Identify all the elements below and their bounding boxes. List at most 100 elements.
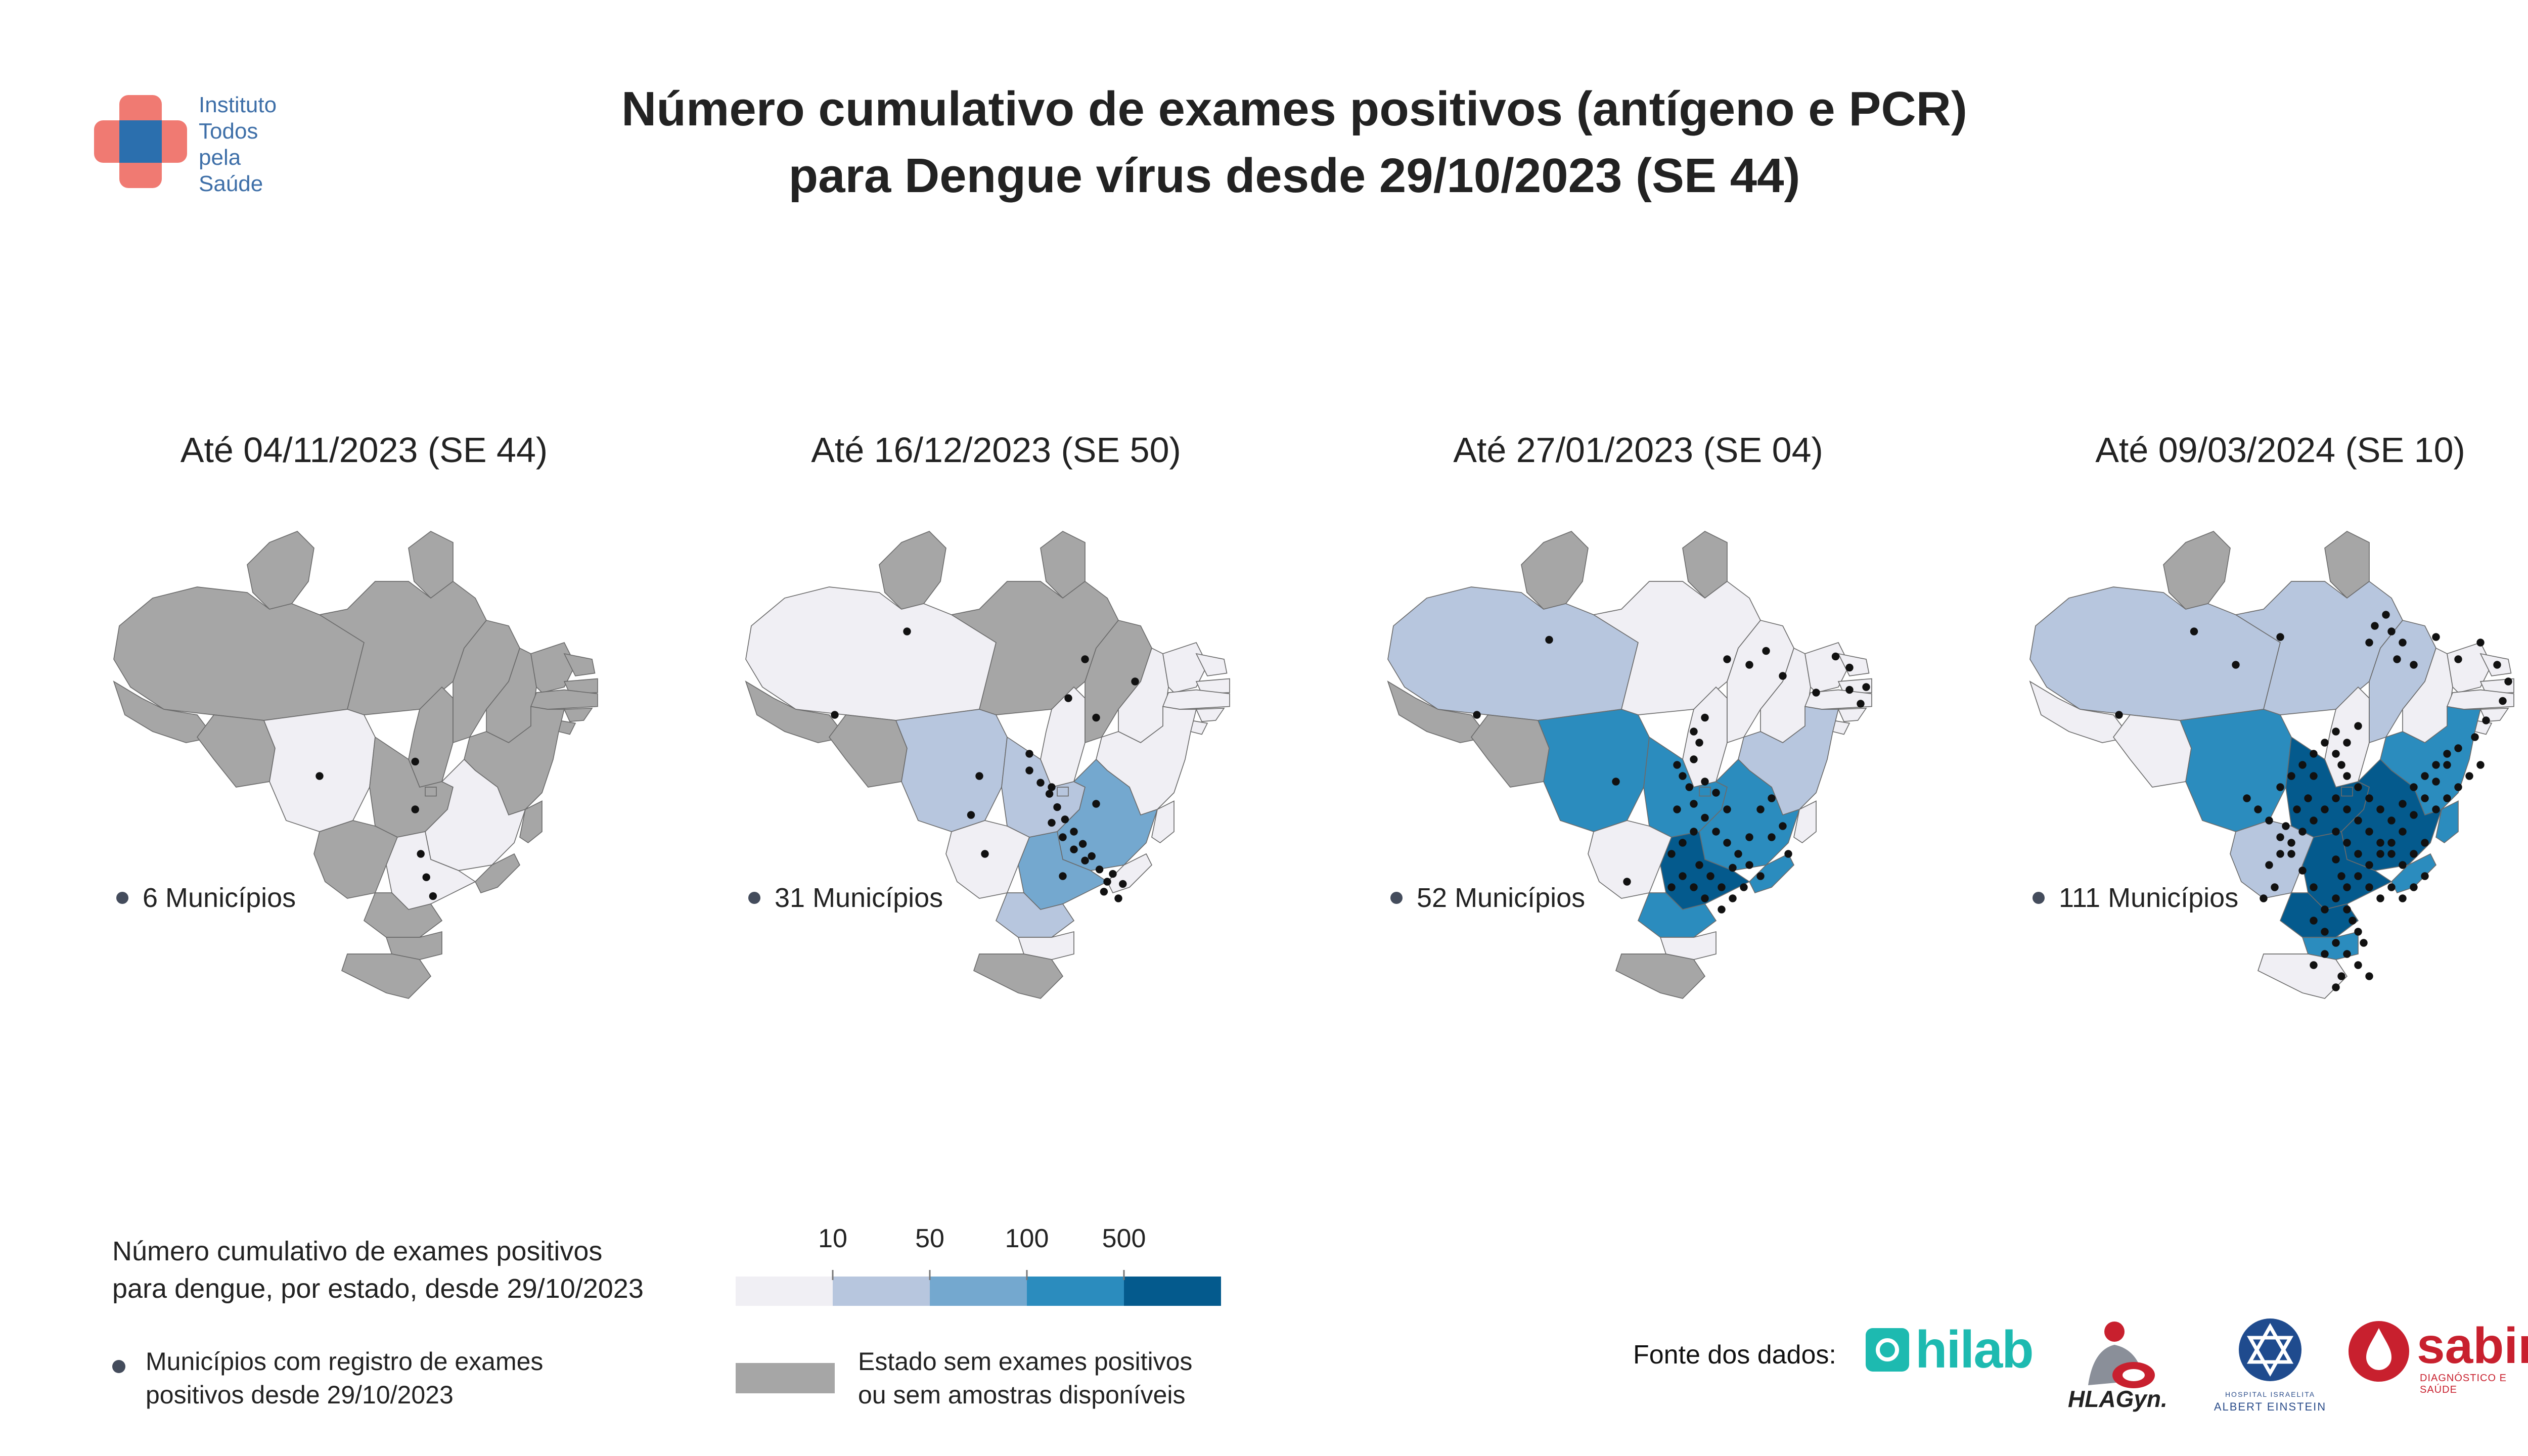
- panel-title: Até 09/03/2024 (SE 10): [2095, 430, 2465, 470]
- state-rs: [1615, 953, 1706, 999]
- municipality-dot: [2454, 783, 2462, 791]
- hilab-mark-icon: [1866, 1328, 1909, 1372]
- municipality-dot: [429, 892, 437, 900]
- municipality-dot: [975, 772, 983, 780]
- drop-icon: [2349, 1321, 2409, 1382]
- municipality-dot: [2332, 750, 2340, 758]
- municipality-dot: [1473, 711, 1481, 719]
- state-ms: [945, 820, 1030, 899]
- municipality-dot: [2343, 772, 2351, 780]
- municipality-dot: [2276, 633, 2284, 641]
- municipality-dot: [2304, 794, 2312, 802]
- municipality-dot: [2376, 805, 2384, 813]
- municipality-dot: [2293, 805, 2301, 813]
- municipality-dot: [2421, 872, 2429, 880]
- brazil-map: [2029, 531, 2514, 999]
- municipality-dot: [1667, 850, 1676, 858]
- municipality-dot: [2298, 761, 2307, 769]
- municipality-dot: [1088, 852, 1096, 860]
- color-scale-legend: 10 50 100 500: [736, 1223, 1221, 1306]
- municipality-dot: [1779, 822, 1787, 830]
- municipality-dot: [2321, 805, 2329, 813]
- municipality-dot: [2465, 772, 2473, 780]
- municipality-dot: [2332, 983, 2340, 991]
- municipality-dot: [1070, 828, 1078, 836]
- municipality-dot: [2443, 761, 2451, 769]
- municipality-dot: [2337, 761, 2345, 769]
- state-pb: [563, 678, 598, 695]
- municipality-dot: [2321, 905, 2329, 914]
- scale-swatch: [930, 1277, 1027, 1306]
- municipality-dot: [1701, 813, 1709, 822]
- dot-icon: [112, 1360, 125, 1373]
- municipality-dot: [2387, 816, 2396, 825]
- municipality-dot: [1103, 878, 1111, 886]
- state-mt: [1537, 709, 1650, 832]
- state-am: [1387, 586, 1639, 721]
- municipality-dot: [2365, 861, 2373, 869]
- state-rj: [1748, 853, 1795, 894]
- municipality-dot: [2360, 939, 2368, 947]
- municipality-dot: [1690, 727, 1698, 736]
- scale-tick-label: 10: [818, 1224, 847, 1253]
- municipality-count: 6 Municípios: [116, 882, 296, 914]
- state-rr: [247, 531, 314, 610]
- municipality-dot: [2298, 867, 2307, 875]
- municipality-dot: [2365, 828, 2373, 836]
- municipality-dot: [2493, 661, 2501, 669]
- legend-no-data: Estado sem exames positivos ou sem amost…: [736, 1345, 1313, 1412]
- sabin-name: sabin: [2417, 1317, 2528, 1374]
- municipality-dot: [2343, 839, 2351, 847]
- municipality-dot: [2499, 697, 2507, 705]
- state-ms: [1588, 820, 1673, 899]
- scale-tick-label: 50: [915, 1224, 944, 1253]
- municipality-dot: [2254, 805, 2262, 813]
- municipality-dot: [1109, 870, 1117, 878]
- title-line-1: Número cumulativo de exames positivos (a…: [621, 82, 1967, 136]
- municipality-dot: [1673, 805, 1681, 813]
- state-pe: [530, 689, 598, 710]
- municipality-dot: [1092, 713, 1100, 722]
- municipality-dot: [2310, 816, 2318, 825]
- state-pr: [1637, 892, 1717, 938]
- municipality-dot: [1114, 894, 1122, 902]
- scale-tick-label: 500: [1102, 1224, 1146, 1253]
- hlagyn-name: HLAGyn.: [2068, 1386, 2168, 1412]
- municipality-dot: [2365, 639, 2373, 647]
- municipality-dot: [2504, 677, 2512, 686]
- scale-swatch: [833, 1277, 930, 1306]
- municipality-dot: [2282, 822, 2290, 830]
- municipality-dot: [2343, 950, 2351, 958]
- municipality-dot: [2321, 739, 2329, 747]
- municipality-dot: [2298, 828, 2307, 836]
- state-rr: [879, 531, 946, 610]
- municipality-dot: [2399, 894, 2407, 902]
- municipality-dot: [2115, 711, 2123, 719]
- brazil-map: [745, 531, 1230, 999]
- municipality-dot: [1092, 800, 1100, 808]
- municipality-dot: [2343, 883, 2351, 891]
- municipality-dot: [2332, 894, 2340, 902]
- hilab-logo: hilab: [1866, 1324, 2034, 1376]
- municipality-dot: [1857, 700, 1865, 708]
- municipality-dot: [2190, 627, 2198, 635]
- dot-icon: [1390, 892, 1403, 904]
- municipality-dot: [2421, 839, 2429, 847]
- logo-line: Instituto: [199, 93, 277, 117]
- municipality-dot: [2265, 816, 2273, 825]
- state-pe: [1162, 689, 1230, 710]
- municipality-dot: [1070, 845, 1078, 853]
- state-ro: [196, 714, 276, 788]
- municipality-dot: [1745, 861, 1753, 869]
- dot-icon: [2033, 892, 2045, 904]
- sabin-logo: sabin DIAGNÓSTICO E SAÚDE: [2346, 1317, 2528, 1395]
- municipality-dot: [2471, 733, 2479, 741]
- municipality-dot: [1053, 803, 1061, 811]
- municipality-dot: [1100, 888, 1108, 896]
- municipality-dot: [2432, 761, 2440, 769]
- municipality-dot: [1723, 655, 1731, 663]
- scale-swatch: [1027, 1277, 1124, 1306]
- municipality-dot: [2337, 872, 2345, 880]
- municipality-dot: [1701, 778, 1709, 786]
- municipality-count: 31 Municípios: [748, 882, 943, 914]
